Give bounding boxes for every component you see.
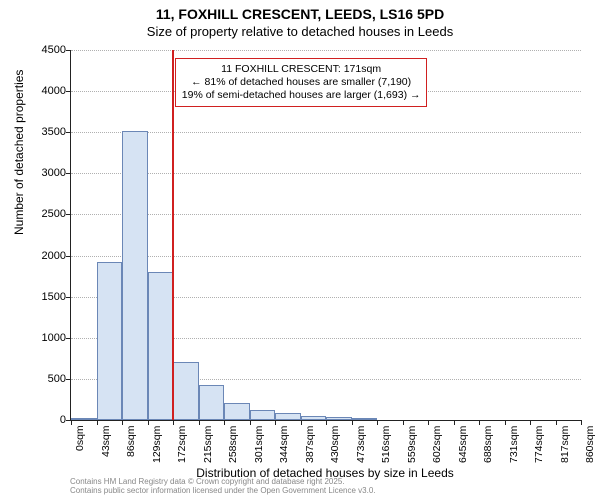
gridline bbox=[71, 132, 581, 133]
gridline bbox=[71, 256, 581, 257]
ytick-mark bbox=[66, 173, 71, 174]
xtick-mark bbox=[428, 420, 429, 425]
xtick-label: 430sqm bbox=[329, 426, 341, 463]
annotation-line2: ← 81% of detached houses are smaller (7,… bbox=[182, 76, 421, 89]
xtick-label: 473sqm bbox=[355, 426, 367, 463]
xtick-label: 688sqm bbox=[482, 426, 494, 463]
xtick-label: 516sqm bbox=[380, 426, 392, 463]
xtick-label: 559sqm bbox=[406, 426, 418, 463]
ytick-label: 4000 bbox=[16, 85, 66, 97]
xtick-mark bbox=[275, 420, 276, 425]
xtick-label: 86sqm bbox=[125, 425, 137, 457]
xtick-mark bbox=[454, 420, 455, 425]
ytick-label: 3000 bbox=[16, 167, 66, 179]
ytick-label: 0 bbox=[16, 414, 66, 426]
chart-title-main: 11, FOXHILL CRESCENT, LEEDS, LS16 5PD bbox=[0, 6, 600, 22]
xtick-mark bbox=[326, 420, 327, 425]
xtick-label: 215sqm bbox=[202, 426, 214, 463]
xtick-label: 387sqm bbox=[304, 426, 316, 463]
xtick-mark bbox=[199, 420, 200, 425]
xtick-label: 43sqm bbox=[100, 425, 112, 457]
ytick-mark bbox=[66, 338, 71, 339]
annotation-line3: 19% of semi-detached houses are larger (… bbox=[182, 89, 421, 102]
ytick-mark bbox=[66, 297, 71, 298]
ytick-mark bbox=[66, 132, 71, 133]
xtick-mark bbox=[479, 420, 480, 425]
gridline bbox=[71, 50, 581, 51]
xtick-mark bbox=[530, 420, 531, 425]
xtick-mark bbox=[71, 420, 72, 425]
gridline bbox=[71, 173, 581, 174]
xtick-mark bbox=[250, 420, 251, 425]
ytick-mark bbox=[66, 50, 71, 51]
xtick-mark bbox=[505, 420, 506, 425]
plot-area: 11 FOXHILL CRESCENT: 171sqm← 81% of deta… bbox=[70, 50, 581, 421]
histogram-bar bbox=[224, 403, 250, 420]
histogram-bar bbox=[199, 385, 225, 420]
ytick-label: 1000 bbox=[16, 332, 66, 344]
xtick-label: 258sqm bbox=[227, 426, 239, 463]
histogram-bar bbox=[122, 131, 148, 420]
histogram-bar bbox=[352, 418, 378, 420]
xtick-mark bbox=[556, 420, 557, 425]
histogram-bar bbox=[250, 410, 276, 420]
xtick-label: 602sqm bbox=[431, 426, 443, 463]
annotation-line1: 11 FOXHILL CRESCENT: 171sqm bbox=[182, 63, 421, 76]
xtick-label: 344sqm bbox=[278, 426, 290, 463]
xtick-label: 860sqm bbox=[584, 426, 596, 463]
ytick-label: 3500 bbox=[16, 126, 66, 138]
chart-title-sub: Size of property relative to detached ho… bbox=[0, 24, 600, 39]
xtick-mark bbox=[97, 420, 98, 425]
footnote: Contains HM Land Registry data © Crown c… bbox=[70, 478, 376, 496]
xtick-label: 645sqm bbox=[457, 426, 469, 463]
ytick-label: 2000 bbox=[16, 250, 66, 262]
xtick-mark bbox=[403, 420, 404, 425]
xtick-mark bbox=[581, 420, 582, 425]
xtick-label: 172sqm bbox=[176, 426, 188, 463]
ytick-mark bbox=[66, 91, 71, 92]
ytick-mark bbox=[66, 379, 71, 380]
xtick-label: 731sqm bbox=[508, 426, 520, 463]
histogram-bar bbox=[148, 272, 174, 420]
xtick-mark bbox=[224, 420, 225, 425]
xtick-mark bbox=[122, 420, 123, 425]
ytick-label: 1500 bbox=[16, 291, 66, 303]
xtick-label: 817sqm bbox=[559, 426, 571, 463]
histogram-bar bbox=[97, 262, 123, 420]
ytick-mark bbox=[66, 256, 71, 257]
xtick-label: 0sqm bbox=[74, 425, 86, 451]
ytick-label: 500 bbox=[16, 373, 66, 385]
xtick-mark bbox=[148, 420, 149, 425]
xtick-label: 301sqm bbox=[253, 426, 265, 463]
xtick-mark bbox=[173, 420, 174, 425]
histogram-bar bbox=[326, 417, 352, 420]
gridline bbox=[71, 214, 581, 215]
histogram-bar bbox=[173, 362, 199, 420]
histogram-bar bbox=[71, 418, 97, 420]
ytick-label: 2500 bbox=[16, 208, 66, 220]
ytick-mark bbox=[66, 214, 71, 215]
histogram-bar bbox=[275, 413, 301, 420]
xtick-mark bbox=[377, 420, 378, 425]
histogram-bar bbox=[301, 416, 327, 420]
annotation-box: 11 FOXHILL CRESCENT: 171sqm← 81% of deta… bbox=[175, 58, 428, 107]
xtick-label: 129sqm bbox=[151, 426, 163, 463]
ytick-label: 4500 bbox=[16, 44, 66, 56]
xtick-mark bbox=[352, 420, 353, 425]
xtick-mark bbox=[301, 420, 302, 425]
xtick-label: 774sqm bbox=[533, 426, 545, 463]
footnote-line2: Contains public sector information licen… bbox=[70, 487, 376, 496]
